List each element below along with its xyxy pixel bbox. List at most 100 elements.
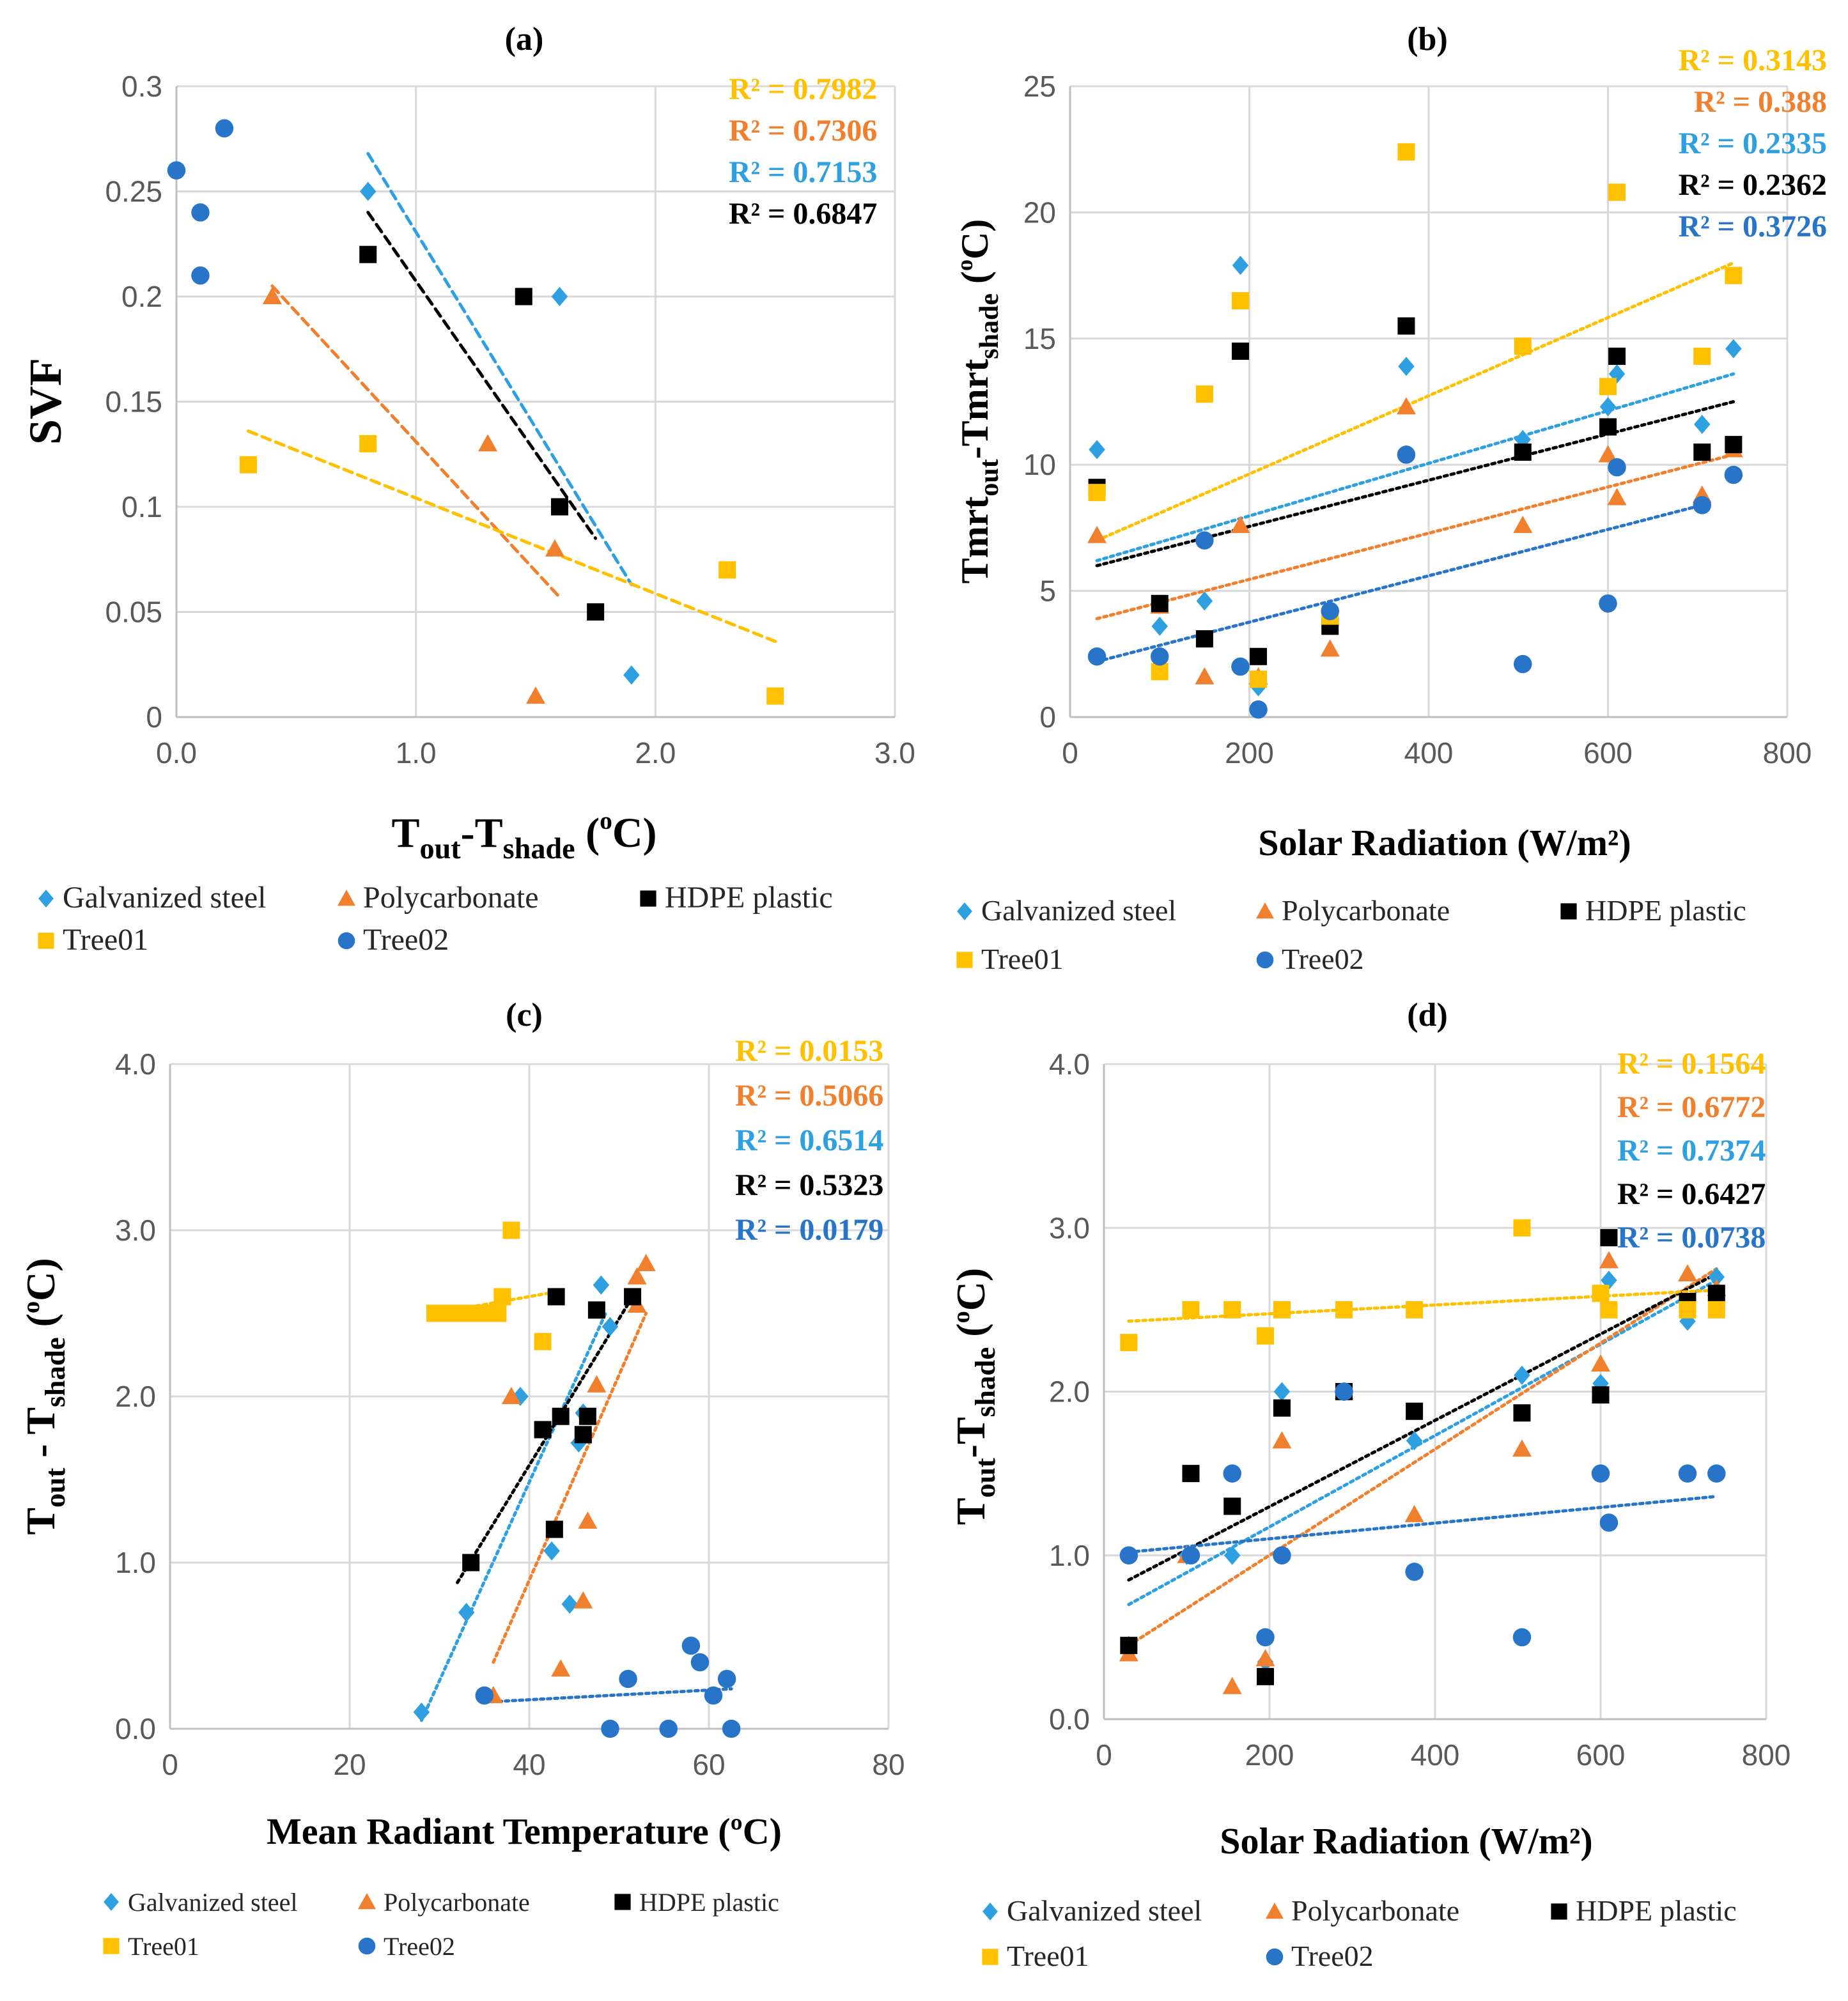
data-point-hdpe [547,1288,565,1306]
x-axis-title: Mean Radiant Temperature (ºC) [267,1811,782,1852]
data-point-tree01 [1679,1301,1697,1318]
trendline-tree02 [483,1687,733,1704]
r2-label-tree01: R² = 0.1564 [1617,1047,1766,1081]
y-tick-label: 3.0 [115,1214,156,1247]
r2-label-tree02: R² = 0.0738 [1617,1221,1766,1255]
x-tick-label: 3.0 [874,736,915,769]
data-point-galvanized [593,1275,610,1295]
data-point-galvanized [543,1541,560,1561]
legend-marker-polycarbonate [1266,1903,1284,1919]
data-point-tree01 [1725,267,1743,284]
x-axis-title: Solar Radiation (W/m²) [1258,822,1631,863]
x-axis-title: Solar Radiation (W/m²) [1220,1820,1592,1862]
x-tick-label: 40 [513,1748,545,1781]
legend-label: Tree02 [1282,943,1364,975]
data-point-hdpe [1514,443,1532,461]
legend-marker-tree01 [103,1938,120,1954]
data-point-hdpe [1608,347,1626,365]
x-tick-label: 60 [692,1748,725,1781]
legend-label: Tree01 [981,943,1064,975]
legend-marker-tree02 [338,932,355,950]
trendline-tree02 [1095,503,1704,663]
y-tick-label: 5 [1039,575,1056,608]
data-point-hdpe [1120,1637,1138,1655]
data-point-tree01 [1195,385,1213,403]
data-point-galvanized [1725,339,1742,359]
trendline-polycarbonate [1127,1267,1718,1648]
series-polycarbonate [262,287,564,704]
data-point-tree01 [493,1288,511,1306]
legend-marker-polycarbonate [358,1893,376,1910]
data-point-tree02 [475,1686,493,1705]
series-tree01 [1088,143,1743,688]
data-point-tree01 [502,1221,520,1239]
data-point-polycarbonate [1320,639,1340,657]
legend-item-galvanized: Galvanized steel [957,894,1176,927]
data-point-tree01 [359,435,377,452]
data-point-tree01 [239,456,257,474]
legend-label: Tree02 [363,923,449,957]
legend-item-polycarbonate: Polycarbonate [1266,1894,1459,1927]
r2-label-hdpe: R² = 0.6847 [729,197,877,231]
legend-item-hdpe: HDPE plastic [640,881,833,915]
y-tick-label: 3.0 [1049,1211,1090,1244]
data-point-tree02 [1273,1546,1291,1564]
legend-item-polycarbonate: Polycarbonate [1256,894,1450,927]
legend-item-tree02: Tree02 [1266,1940,1374,1972]
data-point-tree02 [1707,1464,1726,1483]
legend-label: Galvanized steel [63,881,267,915]
data-point-polycarbonate [501,1387,521,1404]
legend-marker-tree02 [1256,951,1274,969]
data-point-polycarbonate [1396,397,1416,415]
data-point-galvanized [1273,1382,1291,1402]
data-point-galvanized [602,1317,619,1336]
x-tick-label: 800 [1763,736,1812,769]
panel-d: 0.0 1.0 2.0 3.0 4.0 0 200 400 600 800 (d) R² = 0.15… [948,997,1790,1972]
r2-label-hdpe: R² = 0.5323 [735,1168,883,1202]
data-point-tree01 [1223,1301,1241,1318]
y-tick-label: 0.05 [105,596,162,629]
data-point-hdpe [1250,647,1268,665]
series-tree01 [239,435,784,705]
data-point-hdpe [1592,1386,1610,1404]
data-point-tree01 [1406,1301,1424,1318]
data-point-tree02 [1256,1628,1275,1647]
legend-marker-hdpe [1560,903,1577,920]
legend-marker-galvanized [38,890,54,908]
data-point-tree02 [1181,1546,1200,1564]
data-point-hdpe [552,1407,570,1425]
legend-item-tree01: Tree01 [103,1932,199,1961]
data-point-tree01 [766,687,784,705]
y-tick-label: 15 [1023,322,1056,355]
data-point-hdpe [1223,1497,1241,1515]
trendline-galvanized [1095,372,1735,562]
data-point-galvanized [1089,440,1105,460]
panel-a: 0 0.05 0.1 0.15 0.2 0.25 0.3 0.0 1.0 2.0 3.0 (a) R² … [20,21,915,957]
legend-marker-galvanized [104,1893,119,1911]
panel-c: 0.0 1.0 2.0 3.0 4.0 0 20 40 60 80 (c) R² = 0.0153 R²… [18,997,905,1961]
data-point-hdpe [1397,317,1415,335]
x-tick-label: 20 [333,1748,366,1781]
series-polycarbonate [1087,397,1743,684]
data-point-polycarbonate [1255,1649,1275,1667]
data-point-hdpe [462,1554,480,1572]
legend-d: Galvanized steel Polycarbonate HDPE plasti… [982,1894,1737,1972]
data-point-galvanized [1694,415,1711,435]
data-point-polycarbonate [262,287,282,304]
trendline-tree01 [1095,261,1735,543]
trendline-tree02 [1127,1495,1718,1554]
data-point-tree01 [1120,1334,1138,1352]
data-point-hdpe [534,1421,552,1439]
legend-item-tree02: Tree02 [1256,943,1364,975]
data-point-polycarbonate [627,1267,647,1285]
data-point-tree02 [1335,1382,1353,1401]
y-tick-label: 0.15 [105,385,162,419]
x-tick-label: 0 [1062,736,1078,769]
series-tree02 [1087,445,1743,719]
legend-label: Tree02 [1291,1940,1374,1972]
r2-label-galvanized: R² = 0.7153 [729,155,877,189]
legend-marker-tree01 [956,952,973,968]
data-point-hdpe [574,1426,592,1444]
data-point-polycarbonate [1591,1354,1610,1371]
